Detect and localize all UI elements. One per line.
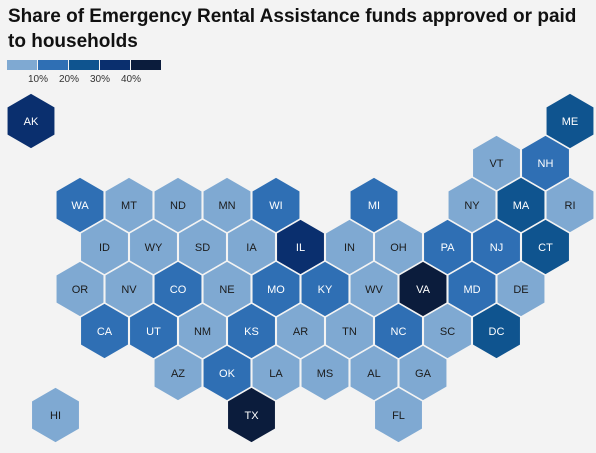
state-label: PA xyxy=(441,242,456,254)
state-label: FL xyxy=(392,410,405,422)
legend-swatch xyxy=(7,60,37,70)
state-label: KS xyxy=(244,326,259,338)
state-hex-ny: NY xyxy=(447,176,497,234)
state-label: NC xyxy=(391,326,407,338)
state-label: OK xyxy=(219,368,236,380)
state-label: MD xyxy=(463,284,480,296)
state-hex-ak: AK xyxy=(6,92,56,150)
legend-label: 20% xyxy=(58,74,80,85)
state-label: DC xyxy=(489,326,505,338)
state-label: OH xyxy=(390,242,407,254)
legend-labels: 10% 20% 30% 40% xyxy=(7,74,162,90)
state-hex-shape xyxy=(30,386,81,444)
chart-title: Share of Emergency Rental Assistance fun… xyxy=(8,6,577,52)
state-label: MA xyxy=(513,200,530,212)
state-label: SC xyxy=(440,326,455,338)
state-hex-de: DE xyxy=(496,260,546,318)
legend-swatch xyxy=(69,60,99,70)
state-label: ID xyxy=(99,242,110,254)
state-label: CA xyxy=(97,326,113,338)
state-label: TN xyxy=(342,326,357,338)
state-label: VT xyxy=(489,158,503,170)
legend: 10% 20% 30% 40% xyxy=(7,60,162,90)
state-label: ND xyxy=(170,200,186,212)
state-label: RI xyxy=(565,200,576,212)
state-label: WY xyxy=(145,242,163,254)
state-label: IL xyxy=(296,242,305,254)
legend-label: 40% xyxy=(120,74,142,85)
state-hex-wi: WI xyxy=(251,176,301,234)
state-label: HI xyxy=(50,410,61,422)
state-hex-mt: MT xyxy=(104,176,154,234)
state-label: IN xyxy=(344,242,355,254)
state-label: MT xyxy=(121,200,137,212)
state-label: WA xyxy=(71,200,89,212)
legend-swatches xyxy=(7,60,162,70)
legend-swatch xyxy=(38,60,68,70)
state-label: SD xyxy=(195,242,210,254)
state-hex-dc: DC xyxy=(471,302,522,360)
state-hex-ca: CA xyxy=(79,302,130,360)
legend-swatch xyxy=(131,60,161,70)
state-label: CT xyxy=(538,242,553,254)
state-label: GA xyxy=(415,368,432,380)
state-hex-nh: NH xyxy=(520,134,571,192)
state-hex-oh: OH xyxy=(373,218,424,276)
state-label: MO xyxy=(267,284,285,296)
state-label: KY xyxy=(318,284,333,296)
state-label: CO xyxy=(170,284,187,296)
state-label: NY xyxy=(464,200,480,212)
state-hex-ms: MS xyxy=(300,344,350,402)
legend-swatch xyxy=(100,60,130,70)
state-label: NH xyxy=(538,158,554,170)
state-label: DE xyxy=(513,284,528,296)
state-hex-tx: TX xyxy=(226,386,277,444)
state-label: MI xyxy=(368,200,380,212)
state-hex-shape xyxy=(6,92,56,150)
state-hex-shape xyxy=(226,386,277,444)
state-label: UT xyxy=(146,326,161,338)
state-label: VA xyxy=(416,284,431,296)
state-hex-or: OR xyxy=(55,260,105,318)
state-label: WI xyxy=(269,200,282,212)
state-label: NJ xyxy=(490,242,503,254)
state-label: MS xyxy=(317,368,334,380)
state-label: AK xyxy=(24,116,39,128)
state-label: NE xyxy=(219,284,234,296)
state-hex-shape xyxy=(471,302,522,360)
state-hex-shape xyxy=(373,386,424,444)
state-label: ME xyxy=(562,116,579,128)
state-label: AR xyxy=(293,326,308,338)
state-label: LA xyxy=(269,368,283,380)
legend-label: 10% xyxy=(27,74,49,85)
state-label: WV xyxy=(365,284,383,296)
state-label: MN xyxy=(218,200,235,212)
state-label: AL xyxy=(367,368,380,380)
state-label: OR xyxy=(72,284,89,296)
legend-label: 30% xyxy=(89,74,111,85)
state-hex-ga: GA xyxy=(398,344,448,402)
state-hex-hi: HI xyxy=(30,386,81,444)
state-label: AZ xyxy=(171,368,185,380)
state-hex-fl: FL xyxy=(373,386,424,444)
state-label: NM xyxy=(194,326,211,338)
state-label: TX xyxy=(244,410,259,422)
state-label: IA xyxy=(246,242,257,254)
state-label: NV xyxy=(121,284,137,296)
